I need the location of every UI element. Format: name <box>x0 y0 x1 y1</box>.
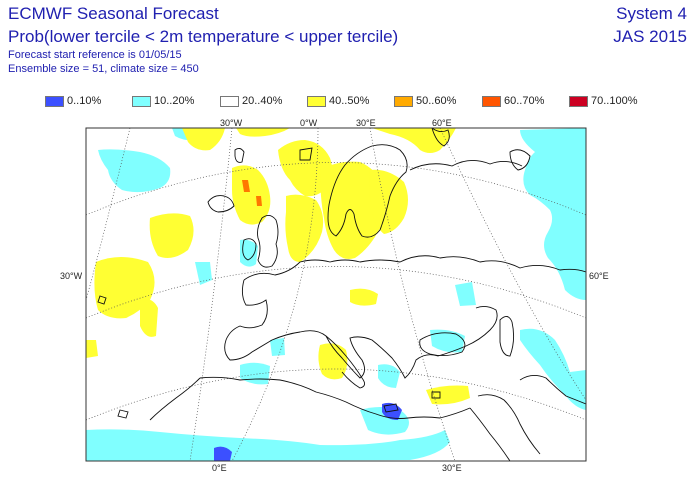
color-legend: 0..10% 10..20% 20..40% 40..50% 50..60% 6… <box>0 95 697 109</box>
legend-label: 40..50% <box>329 95 370 107</box>
map-frame <box>85 127 587 462</box>
legend-label: 50..60% <box>416 95 457 107</box>
legend-swatch <box>569 96 588 107</box>
grid-label-top-4: 60°E <box>432 118 452 128</box>
legend-swatch <box>482 96 501 107</box>
legend-label: 10..20% <box>154 95 195 107</box>
start-reference: Forecast start reference is 01/05/15 <box>8 49 182 61</box>
legend-label: 0..10% <box>67 95 102 107</box>
period-label: JAS 2015 <box>613 27 687 46</box>
legend-label: 60..70% <box>504 95 545 107</box>
graticule <box>86 128 586 461</box>
legend-swatch <box>132 96 151 107</box>
coastlines <box>97 128 586 461</box>
grid-label-top-3: 30°E <box>356 118 376 128</box>
grid-label-top-2: 0°W <box>300 118 318 128</box>
orange-probability-regions <box>242 180 262 206</box>
grid-label-right: 60°E <box>589 271 609 281</box>
forecast-subtitle: Prob(lower tercile < 2m temperature < up… <box>8 27 399 46</box>
grid-label-bottom-2: 30°E <box>442 463 462 473</box>
legend-swatch <box>45 96 64 107</box>
forecast-title: ECMWF Seasonal Forecast <box>8 4 219 23</box>
legend-label: 20..40% <box>242 95 283 107</box>
legend-swatch <box>394 96 413 107</box>
legend-label: 70..100% <box>591 95 638 107</box>
system-label: System 4 <box>616 4 687 23</box>
grid-label-top-1: 30°W <box>220 118 243 128</box>
legend-swatch <box>220 96 239 107</box>
grid-label-left: 30°W <box>60 271 83 281</box>
grid-label-bottom-1: 0°E <box>212 463 227 473</box>
legend-swatch <box>307 96 326 107</box>
ensemble-info: Ensemble size = 51, climate size = 450 <box>8 63 199 75</box>
yellow-probability-regions <box>86 128 470 405</box>
